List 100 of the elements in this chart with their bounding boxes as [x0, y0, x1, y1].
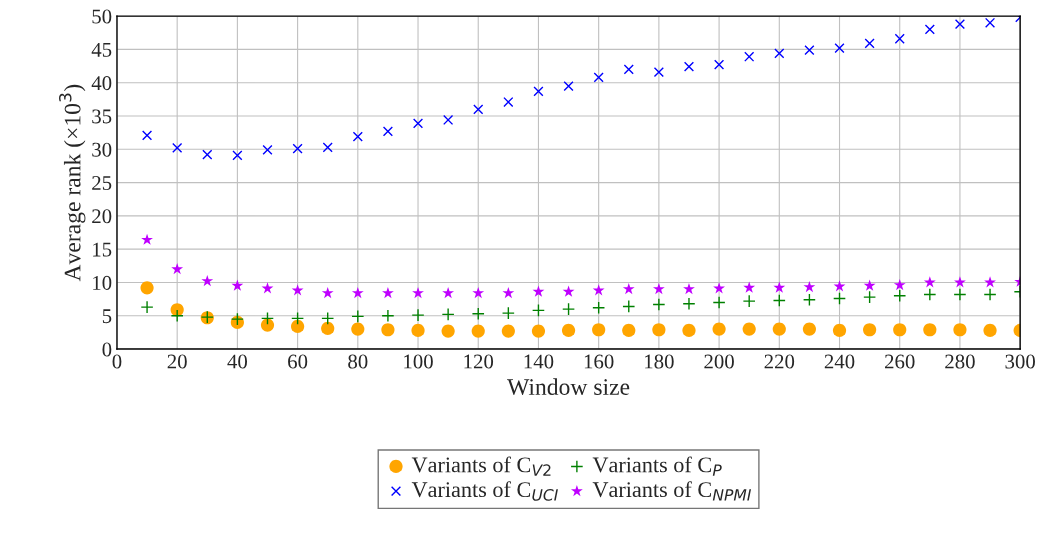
legend-label: Variants of C$_{UCI}$: [411, 481, 558, 501]
point: [471, 307, 485, 321]
point: [592, 301, 606, 315]
point: [501, 324, 515, 338]
point: [772, 293, 786, 307]
point: [802, 293, 816, 307]
point: [743, 281, 756, 293]
x-tick-label: 20: [167, 354, 187, 369]
point: [531, 303, 545, 317]
point: [923, 276, 936, 288]
point: [472, 286, 485, 299]
y-tick-label: 20: [92, 209, 112, 224]
point: [893, 323, 907, 337]
point: [321, 311, 335, 325]
point: [984, 17, 996, 28]
point: [351, 309, 365, 323]
y-axis-title: Average rank (×10$^{3}$): [59, 84, 86, 282]
point: [623, 64, 634, 75]
point: [351, 322, 365, 336]
point: [562, 285, 575, 297]
point: [292, 143, 303, 154]
point: [653, 66, 664, 78]
point: [772, 322, 786, 336]
point: [924, 24, 935, 35]
point: [381, 309, 395, 323]
point: [291, 319, 305, 333]
point: [742, 294, 756, 308]
point: [832, 323, 847, 337]
point: [322, 142, 333, 153]
y-tick-label: 0: [102, 342, 112, 357]
point: [412, 118, 424, 129]
point: [260, 318, 275, 332]
y-tick-label: 25: [92, 176, 112, 191]
point: [652, 297, 666, 311]
point: [140, 281, 154, 295]
x-tick-label: 0: [112, 354, 122, 369]
point: [593, 72, 604, 83]
point: [381, 323, 395, 337]
point: [923, 323, 937, 337]
point: [864, 38, 875, 49]
y-tick-label: 35: [92, 109, 112, 124]
point: [953, 287, 967, 301]
point: [712, 295, 726, 309]
x-tick-label: 160: [584, 354, 614, 369]
point: [983, 323, 997, 337]
point: [291, 284, 304, 296]
y-tick-label: 45: [91, 42, 112, 57]
x-tick-label: 60: [288, 354, 308, 369]
point: [682, 323, 696, 337]
point: [201, 274, 214, 287]
point: [652, 323, 666, 337]
point: [321, 286, 334, 299]
x-tick-label: 80: [348, 354, 368, 369]
point: [983, 287, 997, 301]
point: [441, 324, 455, 338]
point: [441, 307, 455, 321]
point: [382, 126, 394, 137]
point: [262, 144, 273, 156]
point: [592, 323, 606, 337]
point: [443, 114, 454, 126]
point: [291, 311, 305, 325]
point: [893, 289, 907, 303]
legend-label: Variants of C$_{V2}$: [411, 456, 551, 476]
x-tick-label: 100: [404, 354, 433, 369]
point: [501, 306, 515, 320]
point: [532, 285, 545, 297]
point: [442, 286, 455, 299]
point: [683, 61, 695, 72]
point: [351, 286, 364, 299]
point: [834, 42, 845, 54]
point: [260, 311, 274, 325]
point: [804, 44, 815, 56]
point: [622, 282, 635, 295]
point: [683, 282, 695, 295]
point: [232, 150, 243, 161]
point: [833, 280, 846, 292]
point: [803, 280, 816, 293]
x-tick-label: 140: [524, 354, 554, 369]
y-tick-label: 30: [92, 142, 112, 157]
point: [471, 324, 485, 338]
x-tick-label: 300: [1005, 354, 1035, 369]
y-tick-label: 5: [102, 309, 112, 324]
point: [533, 86, 544, 97]
x-tick-label: 240: [824, 354, 855, 369]
point: [352, 131, 363, 142]
point: [170, 309, 184, 323]
point: [714, 59, 725, 70]
point: [774, 48, 785, 59]
point: [411, 308, 425, 322]
point: [231, 279, 244, 291]
point: [744, 51, 755, 62]
point: [652, 282, 665, 295]
point: [172, 142, 183, 154]
legend-label: Variants of C$_{NPMI}$: [592, 481, 751, 501]
point: [563, 80, 574, 92]
point: [622, 299, 636, 313]
x-tick-label: 40: [227, 354, 248, 369]
point: [863, 279, 876, 291]
point: [562, 302, 576, 316]
point: [140, 300, 154, 314]
